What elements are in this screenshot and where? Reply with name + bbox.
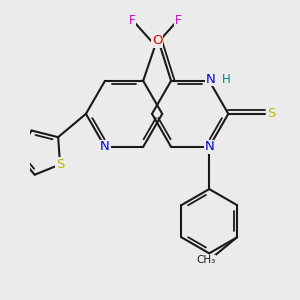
Text: F: F — [129, 14, 135, 27]
Text: N: N — [100, 140, 110, 153]
Text: CH₃: CH₃ — [196, 255, 216, 265]
Text: S: S — [56, 158, 64, 171]
Text: H: H — [222, 73, 230, 86]
Text: S: S — [268, 107, 276, 120]
Text: O: O — [152, 34, 162, 47]
Text: F: F — [175, 14, 182, 27]
Text: N: N — [206, 73, 216, 86]
Text: N: N — [204, 140, 214, 153]
